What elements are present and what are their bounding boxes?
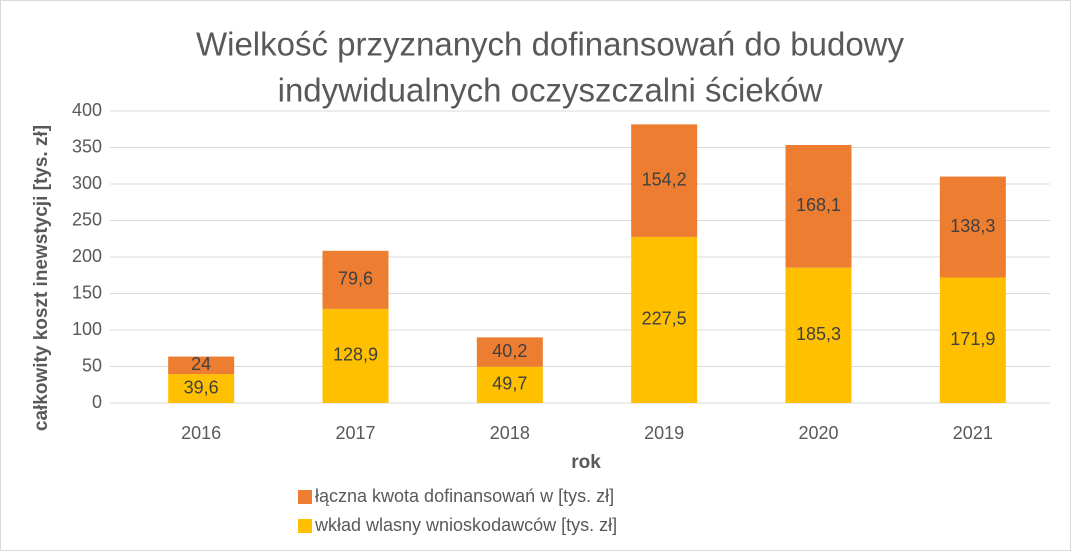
bar-segment [476,337,543,367]
bar-segment [322,308,389,403]
y-tick-label: 150 [72,282,102,302]
x-tick-label: 2017 [335,423,375,443]
data-label: 79,6 [338,269,373,289]
data-label: 154,2 [642,169,687,189]
x-tick-label: 2018 [490,423,530,443]
legend-swatch [298,490,312,504]
x-tick-label: 2020 [798,423,838,443]
bar-segment [168,356,235,375]
data-label: 40,2 [492,341,527,361]
bar-segment [168,374,235,403]
data-label: 171,9 [950,329,995,349]
data-label: 138,3 [950,216,995,236]
bar-segment [939,277,1006,403]
y-tick-label: 400 [72,100,102,120]
data-label: 168,1 [796,195,841,215]
legend-label: wkład wlasny wnioskodawców [tys. zł] [314,515,617,535]
bar-segment [785,267,852,403]
bar-segment [631,236,698,403]
data-label: 24 [191,354,211,374]
legend-swatch [298,519,312,533]
legend-label: łączna kwota dofinansowań w [tys. zł] [315,486,614,506]
bar-segment [322,250,389,309]
y-tick-label: 300 [72,173,102,193]
y-tick-label: 0 [92,392,102,412]
data-label: 39,6 [184,377,219,397]
y-tick-label: 50 [82,355,102,375]
y-tick-label: 200 [72,246,102,266]
x-axis-label: rok [571,452,601,473]
bar-segment [631,124,698,237]
data-label: 128,9 [333,345,378,365]
x-tick-label: 2021 [953,423,993,443]
chart-title: Wielkość przyznanych dofinansowań do bud… [196,26,905,63]
bar-segment [476,366,543,403]
data-label: 227,5 [642,309,687,329]
y-axis-label: całkowity koszt inewstycji [tys. zł] [31,125,52,431]
y-tick-label: 350 [72,136,102,156]
y-tick-label: 250 [72,209,102,229]
bar-segment [939,176,1006,278]
data-label: 185,3 [796,324,841,344]
bar-segment [785,145,852,268]
y-tick-label: 100 [72,319,102,339]
x-tick-label: 2016 [181,423,221,443]
data-label: 49,7 [492,374,527,394]
x-tick-label: 2019 [644,423,684,443]
chart-title: indywidualnych oczyszczalni ścieków [278,72,823,109]
